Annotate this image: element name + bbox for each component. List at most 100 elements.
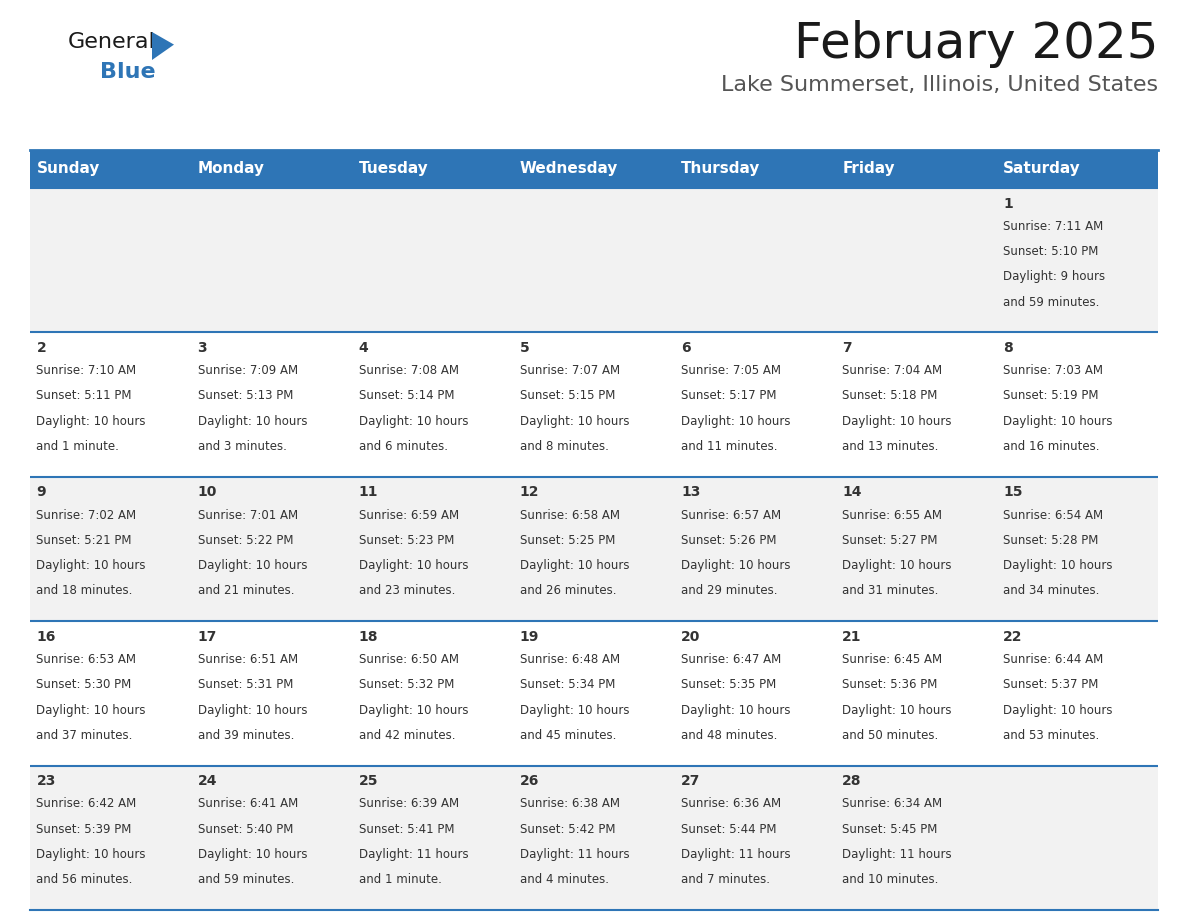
Text: and 37 minutes.: and 37 minutes.: [37, 729, 133, 742]
Text: Sunset: 5:19 PM: Sunset: 5:19 PM: [1004, 389, 1099, 402]
Text: Daylight: 10 hours: Daylight: 10 hours: [1004, 703, 1113, 717]
Text: 22: 22: [1004, 630, 1023, 644]
Text: Sunset: 5:13 PM: Sunset: 5:13 PM: [197, 389, 293, 402]
Text: Sunset: 5:15 PM: Sunset: 5:15 PM: [520, 389, 615, 402]
Text: Daylight: 10 hours: Daylight: 10 hours: [520, 415, 630, 428]
Text: Sunrise: 7:02 AM: Sunrise: 7:02 AM: [37, 509, 137, 521]
Text: and 56 minutes.: and 56 minutes.: [37, 873, 133, 886]
Text: 27: 27: [681, 774, 701, 789]
Text: Daylight: 10 hours: Daylight: 10 hours: [1004, 415, 1113, 428]
Text: Sunrise: 7:07 AM: Sunrise: 7:07 AM: [520, 364, 620, 377]
Text: Sunrise: 6:36 AM: Sunrise: 6:36 AM: [681, 798, 782, 811]
Text: and 50 minutes.: and 50 minutes.: [842, 729, 939, 742]
Text: 7: 7: [842, 341, 852, 355]
Text: Sunrise: 6:50 AM: Sunrise: 6:50 AM: [359, 653, 459, 666]
Text: Sunrise: 6:48 AM: Sunrise: 6:48 AM: [520, 653, 620, 666]
Text: and 26 minutes.: and 26 minutes.: [520, 585, 617, 598]
Text: Daylight: 9 hours: Daylight: 9 hours: [1004, 270, 1105, 284]
Text: Sunrise: 7:09 AM: Sunrise: 7:09 AM: [197, 364, 298, 377]
Text: 24: 24: [197, 774, 217, 789]
Text: General: General: [68, 32, 156, 52]
Text: and 34 minutes.: and 34 minutes.: [1004, 585, 1100, 598]
Text: 16: 16: [37, 630, 56, 644]
Text: and 45 minutes.: and 45 minutes.: [520, 729, 617, 742]
Text: Wednesday: Wednesday: [520, 162, 618, 176]
Text: Sunrise: 6:54 AM: Sunrise: 6:54 AM: [1004, 509, 1104, 521]
Text: 10: 10: [197, 486, 217, 499]
Text: Sunset: 5:45 PM: Sunset: 5:45 PM: [842, 823, 937, 835]
Text: Sunrise: 6:47 AM: Sunrise: 6:47 AM: [681, 653, 782, 666]
Text: Daylight: 11 hours: Daylight: 11 hours: [359, 848, 468, 861]
Text: and 31 minutes.: and 31 minutes.: [842, 585, 939, 598]
Text: Sunset: 5:34 PM: Sunset: 5:34 PM: [520, 678, 615, 691]
Text: Sunrise: 6:44 AM: Sunrise: 6:44 AM: [1004, 653, 1104, 666]
Text: Daylight: 10 hours: Daylight: 10 hours: [681, 415, 790, 428]
Text: Sunset: 5:11 PM: Sunset: 5:11 PM: [37, 389, 132, 402]
Text: Sunset: 5:22 PM: Sunset: 5:22 PM: [197, 534, 293, 547]
Text: Sunrise: 6:45 AM: Sunrise: 6:45 AM: [842, 653, 942, 666]
Text: Daylight: 11 hours: Daylight: 11 hours: [520, 848, 630, 861]
Text: Daylight: 10 hours: Daylight: 10 hours: [681, 559, 790, 572]
Text: Daylight: 10 hours: Daylight: 10 hours: [359, 703, 468, 717]
Text: Sunrise: 6:53 AM: Sunrise: 6:53 AM: [37, 653, 137, 666]
Text: 1: 1: [1004, 196, 1013, 210]
Text: 20: 20: [681, 630, 701, 644]
Text: Daylight: 10 hours: Daylight: 10 hours: [681, 703, 790, 717]
Text: Daylight: 10 hours: Daylight: 10 hours: [197, 848, 307, 861]
Text: Tuesday: Tuesday: [359, 162, 429, 176]
Text: and 6 minutes.: and 6 minutes.: [359, 440, 448, 453]
Text: Sunrise: 6:38 AM: Sunrise: 6:38 AM: [520, 798, 620, 811]
Text: Sunset: 5:30 PM: Sunset: 5:30 PM: [37, 678, 132, 691]
Text: Sunrise: 7:05 AM: Sunrise: 7:05 AM: [681, 364, 781, 377]
Text: Monday: Monday: [197, 162, 265, 176]
Text: 17: 17: [197, 630, 217, 644]
Text: Sunset: 5:17 PM: Sunset: 5:17 PM: [681, 389, 777, 402]
Text: Sunrise: 7:08 AM: Sunrise: 7:08 AM: [359, 364, 459, 377]
Text: Sunrise: 7:10 AM: Sunrise: 7:10 AM: [37, 364, 137, 377]
Text: Daylight: 10 hours: Daylight: 10 hours: [37, 703, 146, 717]
Text: Sunrise: 6:41 AM: Sunrise: 6:41 AM: [197, 798, 298, 811]
Text: Sunset: 5:26 PM: Sunset: 5:26 PM: [681, 534, 777, 547]
Text: 11: 11: [359, 486, 378, 499]
Bar: [30, 188, 1158, 332]
Text: Sunrise: 6:58 AM: Sunrise: 6:58 AM: [520, 509, 620, 521]
Text: Sunrise: 6:51 AM: Sunrise: 6:51 AM: [197, 653, 298, 666]
Text: 28: 28: [842, 774, 861, 789]
Text: Daylight: 11 hours: Daylight: 11 hours: [681, 848, 791, 861]
Text: 5: 5: [520, 341, 530, 355]
Text: Sunset: 5:32 PM: Sunset: 5:32 PM: [359, 678, 454, 691]
Text: and 21 minutes.: and 21 minutes.: [197, 585, 295, 598]
Bar: [30, 332, 1158, 476]
Bar: [30, 621, 1158, 766]
Text: Sunrise: 6:55 AM: Sunrise: 6:55 AM: [842, 509, 942, 521]
Text: and 10 minutes.: and 10 minutes.: [842, 873, 939, 886]
Text: 13: 13: [681, 486, 701, 499]
Text: 18: 18: [359, 630, 378, 644]
Text: Daylight: 10 hours: Daylight: 10 hours: [37, 559, 146, 572]
Text: 4: 4: [359, 341, 368, 355]
Text: Sunset: 5:42 PM: Sunset: 5:42 PM: [520, 823, 615, 835]
Text: Daylight: 10 hours: Daylight: 10 hours: [842, 559, 952, 572]
Bar: [30, 150, 1158, 188]
Text: Sunset: 5:21 PM: Sunset: 5:21 PM: [37, 534, 132, 547]
Text: Sunrise: 6:57 AM: Sunrise: 6:57 AM: [681, 509, 782, 521]
Text: Sunset: 5:31 PM: Sunset: 5:31 PM: [197, 678, 293, 691]
Text: Sunset: 5:36 PM: Sunset: 5:36 PM: [842, 678, 937, 691]
Text: Daylight: 10 hours: Daylight: 10 hours: [359, 415, 468, 428]
Text: 12: 12: [520, 486, 539, 499]
Text: Sunrise: 7:03 AM: Sunrise: 7:03 AM: [1004, 364, 1104, 377]
Text: Sunset: 5:18 PM: Sunset: 5:18 PM: [842, 389, 937, 402]
Text: Sunrise: 6:34 AM: Sunrise: 6:34 AM: [842, 798, 942, 811]
Text: and 1 minute.: and 1 minute.: [37, 440, 119, 453]
Text: Sunrise: 6:42 AM: Sunrise: 6:42 AM: [37, 798, 137, 811]
Text: and 39 minutes.: and 39 minutes.: [197, 729, 293, 742]
Text: Sunrise: 6:39 AM: Sunrise: 6:39 AM: [359, 798, 459, 811]
Text: 21: 21: [842, 630, 861, 644]
Text: Sunset: 5:40 PM: Sunset: 5:40 PM: [197, 823, 293, 835]
Text: 23: 23: [37, 774, 56, 789]
Text: 8: 8: [1004, 341, 1013, 355]
Text: and 8 minutes.: and 8 minutes.: [520, 440, 608, 453]
Text: and 48 minutes.: and 48 minutes.: [681, 729, 777, 742]
Text: 2: 2: [37, 341, 46, 355]
Text: and 4 minutes.: and 4 minutes.: [520, 873, 609, 886]
